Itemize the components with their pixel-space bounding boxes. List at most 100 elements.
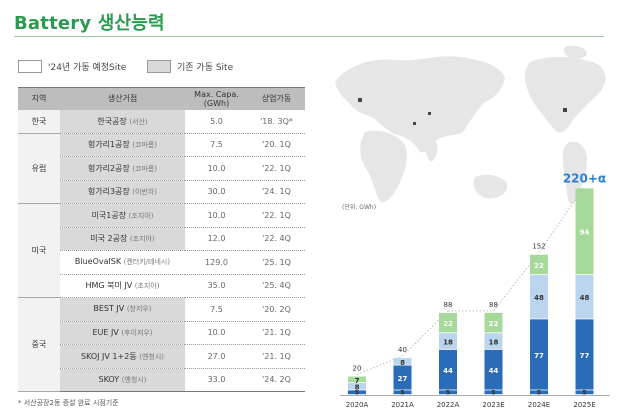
chart-segment-label: 22	[489, 320, 499, 328]
legend-planned-label: '24년 가동 예정Site	[48, 63, 127, 73]
chart-segment-label: 27	[398, 375, 408, 383]
capa-cell: 27.0	[185, 344, 248, 369]
chart-segment-label: 5	[400, 390, 404, 397]
table-row: 미국 미국1공장 (조지아) 10.0'22. 1Q	[18, 203, 305, 298]
site-location: (이반차)	[132, 188, 158, 197]
map-greenland	[563, 45, 587, 59]
start-cell: '22. 1Q	[248, 156, 305, 181]
table-row: 미국 2공장 (조지아) 12.0'22. 4Q	[18, 227, 305, 251]
legend-planned-swatch	[18, 60, 42, 73]
legend-existing-swatch	[147, 60, 171, 73]
chart-bar-segment	[393, 365, 412, 390]
chart-segment-label: 5	[537, 390, 541, 397]
site-name: 한국공장	[97, 116, 127, 126]
capa-cell: 33.0	[185, 368, 248, 392]
site-name: EUE JV	[92, 327, 119, 337]
chart-bar-segment	[393, 390, 412, 395]
map-india	[424, 136, 438, 162]
chart-segment-label: 22	[534, 262, 544, 270]
capa-cell: 10.0	[185, 321, 248, 345]
map-europe-asia	[335, 56, 505, 153]
start-cell: '20. 1Q	[248, 133, 305, 157]
site-cell: EUE JV (후이저우)	[60, 321, 185, 345]
site-name: 헝가리1공장	[87, 140, 130, 150]
map-north-america	[525, 56, 606, 133]
footnote: * 서산공장2동 증설 완료 시점기준	[18, 399, 119, 407]
capa-cell: 10.0	[185, 203, 248, 228]
chart-segment-label: 48	[534, 294, 544, 302]
chart-trend-line	[356, 355, 403, 376]
site-name: SKOJ JV 1+2동	[80, 351, 137, 361]
region-cell: 한국	[18, 109, 60, 134]
chart-unit-label: (단위: GWh)	[342, 203, 376, 211]
site-name: BEST JV	[93, 304, 125, 314]
chart-total-label: 40	[398, 346, 407, 354]
start-cell: '22. 4Q	[248, 227, 305, 251]
site-location: (서산)	[129, 117, 148, 126]
chart-total-label: 220+α	[563, 171, 606, 185]
capa-cell: 7.5	[185, 297, 248, 322]
site-location: (옌청시)	[139, 352, 165, 361]
legend-existing-label: 기존 가동 Site	[177, 63, 234, 73]
site-location: (코마롬)	[132, 164, 158, 173]
chart-bar-segment	[530, 275, 548, 319]
chart-segment-label: 8	[355, 384, 360, 392]
capa-cell: 7.5	[185, 133, 248, 157]
chart-trend-line	[402, 310, 449, 357]
site-cell: SKOJ JV 1+2동 (옌청시)	[60, 344, 185, 369]
site-cell: 헝가리1공장 (코마롬)	[60, 133, 185, 157]
capa-cell: 129.0	[185, 250, 248, 275]
site-location: (조지아)	[134, 282, 160, 291]
chart-segment-label: 48	[580, 294, 590, 302]
site-cell: 헝가리3공장 (이반차)	[60, 180, 185, 204]
chart-trend-line	[538, 186, 585, 254]
capa-cell: 30.0	[185, 180, 248, 204]
table-row: SKOJ JV 1+2동 (옌청시) 27.0'21. 1Q	[18, 344, 305, 369]
site-name: 미국1공장	[91, 210, 127, 220]
header-region: 지역	[18, 87, 60, 110]
site-cell: SKOY (옌청시)	[60, 368, 185, 392]
chart-bar-segment	[484, 390, 503, 395]
region-cell: 미국	[18, 203, 60, 298]
header-site: 생산거점	[60, 87, 185, 110]
chart-segment-label: 44	[489, 367, 499, 375]
site-cell: 미국1공장 (조지아)	[60, 203, 185, 228]
site-location: (옌청시)	[121, 375, 147, 384]
table-row: BlueOvalSK (켄터키/테네시) 129.0'25. 1Q	[18, 250, 305, 275]
chart-category-label: 2024E	[528, 401, 550, 409]
chart-segment-label: 5	[582, 390, 586, 397]
chart-segment-label: 5	[491, 390, 495, 397]
chart-total-label: 152	[532, 243, 545, 251]
chart-bar-segment	[575, 319, 594, 390]
chart-bar-segment	[439, 312, 457, 333]
chart-bar-segment	[484, 349, 503, 390]
site-location: (조지아)	[128, 211, 154, 220]
chart-segment-label: 5	[355, 390, 359, 397]
site-name: BlueOvalSK	[74, 257, 122, 267]
chart-segment-label: 22	[443, 320, 453, 328]
chart-bar-segment	[393, 358, 412, 365]
region-cell: 중국	[18, 297, 60, 392]
chart-total-label: 88	[489, 301, 498, 309]
map-australia	[473, 174, 508, 199]
chart-segment-label: 94	[580, 229, 590, 237]
start-cell: '21. 1Q	[248, 344, 305, 369]
chart-bar-segment	[439, 390, 457, 395]
start-cell: '25. 1Q	[248, 250, 305, 275]
chart-segment-label: 77	[534, 352, 544, 360]
chart-labels: 587202020A5278402021A5441822882022A54418…	[346, 171, 606, 409]
chart-category-label: 2023E	[482, 401, 504, 409]
capa-cell: 35.0	[185, 274, 248, 298]
site-cell: BlueOvalSK (켄터키/테네시)	[60, 250, 185, 275]
chart-category-label: 2022A	[437, 401, 460, 409]
chart-bar-segment	[348, 383, 366, 390]
chart-baseline	[340, 395, 610, 396]
capacity-chart: (단위: GWh) 587202020A5278402021A544182288…	[340, 171, 610, 409]
header-capa: Max. Capa. (GWh)	[185, 87, 248, 110]
page-title: Battery 생산능력	[14, 13, 165, 34]
start-cell: '24. 1Q	[248, 180, 305, 204]
site-cell: 헝가리2공장 (코마롬)	[60, 156, 185, 181]
site-name: 헝가리3공장	[87, 187, 130, 197]
chart-category-label: 2021A	[391, 401, 414, 409]
chart-bar-segment	[348, 376, 366, 383]
